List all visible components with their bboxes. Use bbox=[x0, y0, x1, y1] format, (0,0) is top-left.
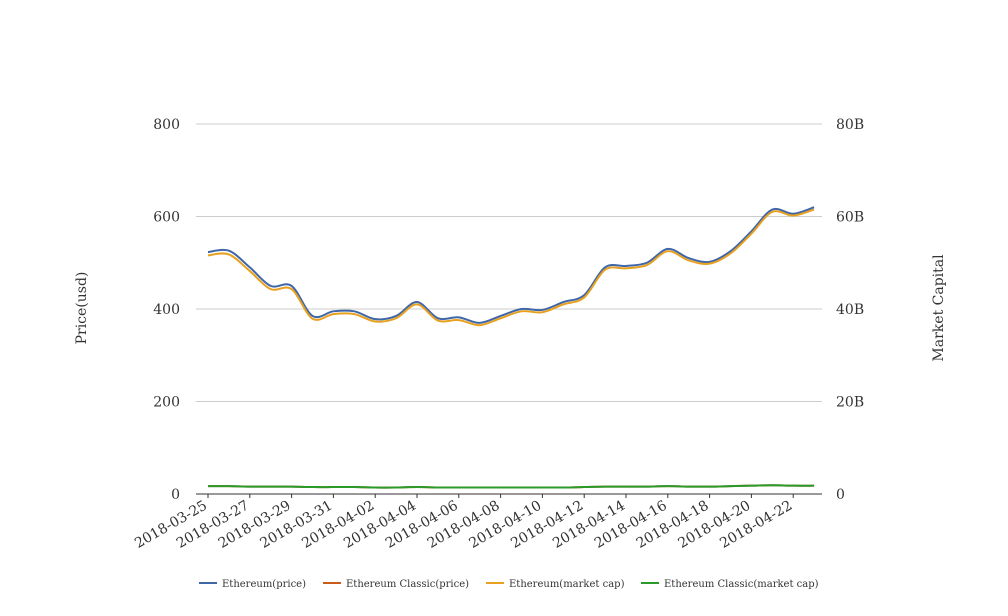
legend-label-ethereum-price: Ethereum(price) bbox=[222, 579, 306, 590]
y-axis-title: Price(usd) bbox=[74, 272, 90, 345]
y-axis-right: 0 20B 40B 60B 80B bbox=[836, 117, 864, 503]
y2-tick-label: 0 bbox=[836, 487, 845, 503]
y-tick-label: 200 bbox=[153, 395, 180, 411]
series-lines bbox=[207, 206, 815, 489]
y2-tick-label: 20B bbox=[836, 395, 864, 411]
legend-label-ethereum-market-cap: Ethereum(market cap) bbox=[509, 579, 625, 590]
y2-axis-title: Market Capital bbox=[931, 254, 947, 362]
grid-lines bbox=[196, 123, 822, 495]
y-tick-label: 800 bbox=[153, 117, 180, 133]
x-axis: 2018-03-252018-03-272018-03-292018-03-31… bbox=[132, 494, 795, 552]
series-line-ethereum-market-cap bbox=[207, 208, 815, 327]
legend-label-ethereum-classic-market-cap: Ethereum Classic(market cap) bbox=[664, 579, 819, 590]
legend-label-ethereum-classic-price: Ethereum Classic(price) bbox=[346, 579, 469, 590]
legend: Ethereum(price) Ethereum Classic(price) Et… bbox=[199, 579, 819, 590]
series-line-ethereum-classic-market-cap bbox=[207, 484, 815, 489]
y-axis-left: 0 200 400 600 800 bbox=[153, 117, 180, 503]
y-tick-label: 400 bbox=[153, 302, 180, 318]
y2-tick-label: 40B bbox=[836, 302, 864, 318]
y2-tick-label: 60B bbox=[836, 210, 864, 226]
y-tick-label: 600 bbox=[153, 210, 180, 226]
y-tick-label: 0 bbox=[171, 487, 180, 503]
y2-tick-label: 80B bbox=[836, 117, 864, 133]
series-line-ethereum-price bbox=[207, 206, 815, 324]
